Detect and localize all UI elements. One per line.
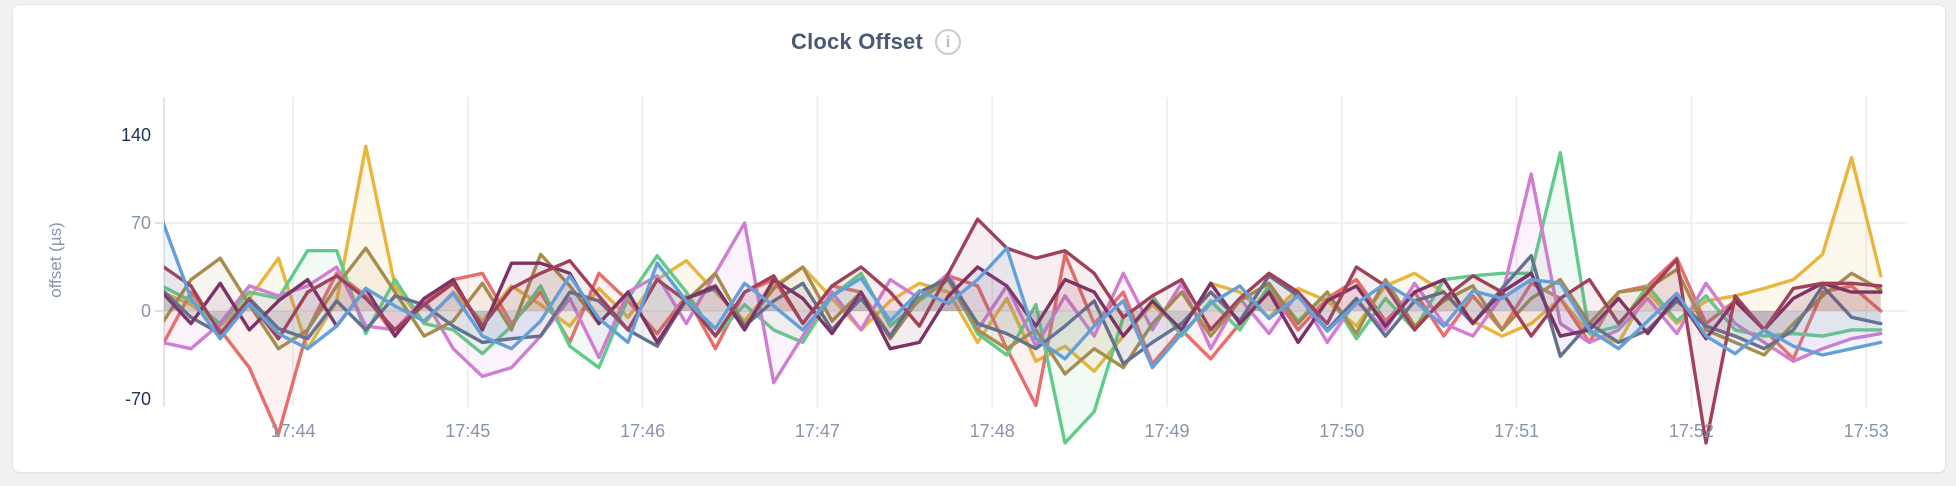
x-tick-label: 17:49 — [1144, 421, 1189, 441]
y-tick-label: 140 — [121, 125, 151, 145]
x-axis: 17:44 17:45 17:46 17:47 17:48 17:49 17:50 17:51… — [270, 421, 1888, 441]
series-area-green — [164, 152, 1881, 443]
chart-header: Clock Offset i — [0, 29, 1842, 55]
y-tick-label: 0 — [141, 301, 151, 321]
x-tick-label: 17:52 — [1669, 421, 1714, 441]
series-area-blue — [164, 224, 1881, 368]
series-area-slate — [164, 255, 1881, 364]
x-tick-label: 17:53 — [1844, 421, 1889, 441]
series-line-blue — [164, 219, 1883, 370]
x-tick-label: 17:46 — [620, 421, 665, 441]
x-tick-label: 17:45 — [445, 421, 490, 441]
series-line-maroon — [164, 217, 1883, 445]
x-tick-label: 17:51 — [1494, 421, 1539, 441]
y-axis: 140 70 0 -70 — [121, 125, 151, 409]
y-tick-label: -70 — [125, 389, 151, 409]
y-tick-label: 70 — [131, 213, 151, 233]
x-tick-label: 17:44 — [270, 421, 315, 441]
series-line-plum — [164, 261, 1883, 351]
x-tick-label: 17:48 — [970, 421, 1015, 441]
series-group — [164, 144, 1883, 445]
x-tick-label: 17:47 — [795, 421, 840, 441]
chart-title: Clock Offset — [791, 29, 923, 54]
info-icon[interactable]: i — [934, 29, 961, 55]
x-tick-label: 17:50 — [1319, 421, 1364, 441]
series-area-khaki — [164, 248, 1881, 374]
y-axis-title: offset (µs) — [46, 222, 65, 298]
series-area-orchid — [164, 174, 1881, 383]
series-area-plum — [164, 263, 1881, 349]
metrics-card: Clock Offset i 140 70 0 -70 17:44 17:45 17:46 1… — [12, 4, 1946, 473]
series-line-orchid — [164, 172, 1883, 385]
